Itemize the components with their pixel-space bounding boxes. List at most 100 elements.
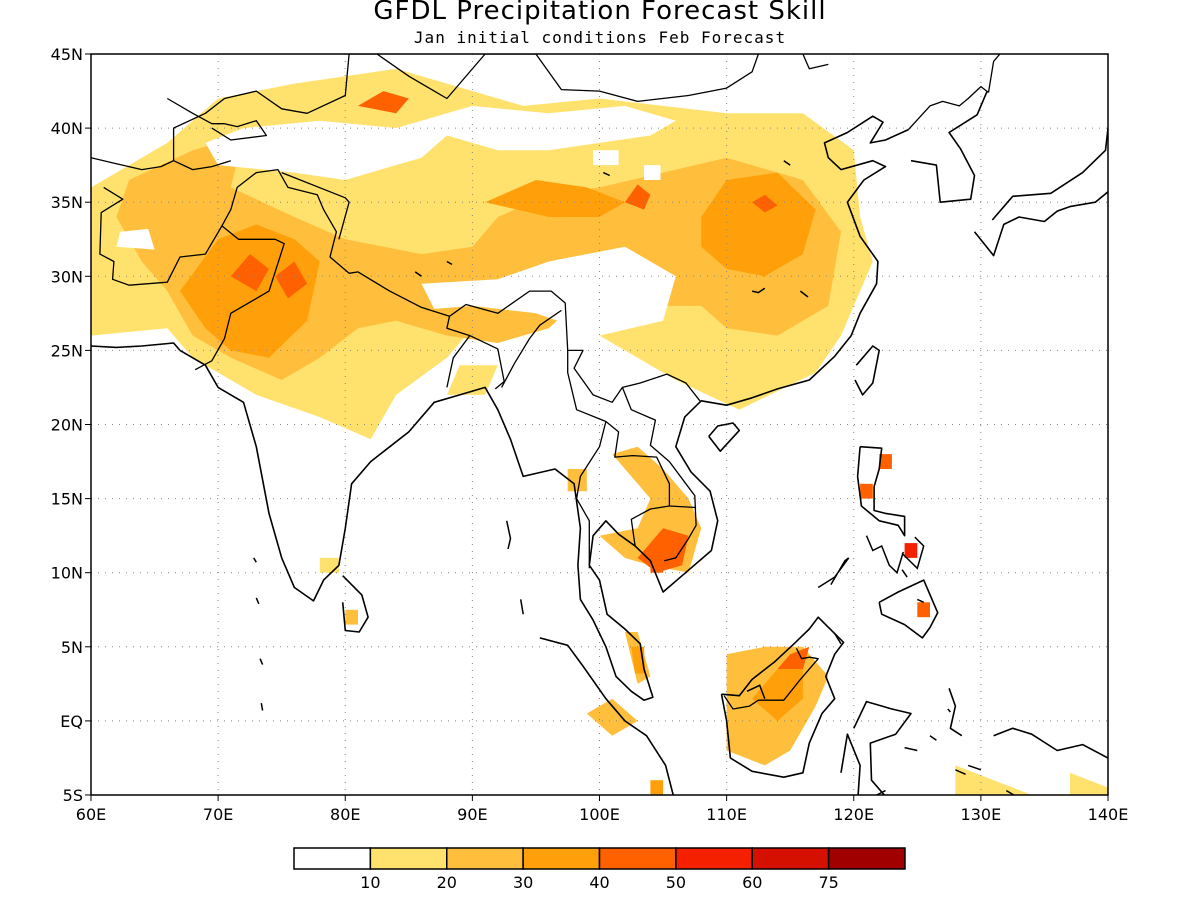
low-skill-area-3	[593, 150, 619, 166]
skill-shading-layer	[91, 68, 1108, 795]
coastline-10	[991, 128, 1108, 221]
skill-region-15	[586, 698, 638, 736]
lon-tick-label: 70E	[203, 805, 233, 824]
island-23	[904, 746, 918, 752]
skill-region-6	[275, 261, 308, 299]
skill-region-30	[650, 780, 664, 795]
colorbar-swatch	[522, 847, 601, 870]
island-19	[929, 735, 937, 741]
island-4	[817, 557, 850, 589]
lat-tick-label: 5N	[61, 638, 83, 657]
coastline-12	[840, 700, 912, 795]
skill-region-2	[180, 224, 320, 358]
lat-tick-label: 30N	[51, 267, 83, 286]
lat-tick-label: 20N	[51, 416, 83, 435]
map-subtitle: Jan initial conditions Feb Forecast	[413, 28, 787, 47]
coastline-14	[948, 688, 963, 737]
lon-tick-label: 130E	[961, 805, 1002, 824]
island-17	[916, 598, 925, 603]
island-9	[505, 520, 512, 550]
skill-region-4	[485, 180, 625, 217]
lat-tick-label: 45N	[51, 45, 83, 64]
colorbar-label: 30	[513, 873, 533, 892]
island-21	[967, 764, 982, 771]
colorbar-label: 50	[666, 873, 686, 892]
gridlines	[91, 54, 1108, 795]
lon-tick-label: 80E	[330, 805, 360, 824]
island-0	[746, 684, 766, 699]
country-border-16	[987, 54, 1001, 93]
island-26	[947, 708, 951, 713]
island-10	[519, 599, 524, 615]
colorbar-label: 10	[360, 873, 380, 892]
colorbar-swatch	[369, 847, 448, 870]
island-12	[414, 271, 422, 277]
lat-tick-label: 35N	[51, 193, 83, 212]
island-11	[783, 160, 791, 166]
island-15	[751, 287, 766, 294]
coastline-11	[1107, 89, 1108, 92]
island-8	[260, 702, 264, 711]
island-13	[446, 260, 453, 266]
country-border-15	[907, 85, 989, 131]
country-border-7	[605, 420, 671, 547]
coastline-7	[854, 345, 881, 396]
skill-region-24	[345, 609, 358, 625]
skill-region-26	[879, 454, 892, 469]
country-border-13	[349, 54, 760, 103]
colorbar: 10 20 30 40 50 60 75	[293, 847, 906, 892]
coastline-13	[993, 727, 1108, 759]
colorbar-label: 75	[818, 873, 838, 892]
coastline-1	[341, 575, 369, 633]
skill-region-23	[319, 557, 339, 573]
colorbar-swatch	[675, 847, 753, 870]
coastline-9	[973, 191, 1108, 257]
lon-tick-label: 140E	[1088, 805, 1129, 824]
country-border-17	[723, 648, 819, 710]
island-2	[865, 535, 905, 575]
island-6	[255, 597, 260, 605]
colorbar-label: 20	[437, 873, 457, 892]
country-border-10	[91, 157, 231, 171]
coastline-3	[720, 616, 845, 779]
skill-region-3	[701, 172, 816, 277]
island-20	[955, 769, 966, 775]
coastline-4	[856, 445, 906, 537]
colorbar-label: 40	[589, 873, 609, 892]
colorbar-swatch	[827, 847, 906, 870]
skill-region-14	[777, 646, 810, 669]
colorbar-swatch	[446, 847, 524, 870]
skill-region-7	[358, 91, 409, 114]
lat-tick-label: EQ	[60, 712, 83, 731]
island-18	[901, 569, 908, 578]
low-skill-area-4	[644, 165, 661, 180]
country-border-11	[172, 54, 350, 161]
country-border-4	[446, 335, 471, 388]
lon-tick-label: 100E	[579, 805, 620, 824]
low-skill-area-1	[116, 228, 155, 250]
coastline-6	[708, 422, 741, 453]
coastline-16	[91, 342, 181, 351]
skill-region-25	[860, 483, 873, 499]
country-border-1	[194, 225, 285, 371]
lon-tick-label: 60E	[76, 805, 106, 824]
skill-region-19	[955, 765, 1032, 795]
skill-region-5	[230, 254, 269, 292]
country-border-9	[669, 505, 697, 509]
colorbar-swatch	[598, 847, 677, 870]
country-border-2	[281, 171, 350, 240]
country-border-14	[802, 54, 829, 70]
colorbar-swatch	[751, 847, 830, 870]
skill-region-20	[1069, 772, 1108, 795]
coastline-5	[878, 579, 939, 639]
map-title: GFDL Precipitation Forecast Skill	[373, 0, 827, 26]
island-3	[901, 536, 925, 570]
island-7	[259, 658, 264, 665]
coastline-8	[910, 90, 988, 203]
coastline-2	[539, 637, 674, 795]
lon-tick-label: 90E	[457, 805, 487, 824]
skill-region-8	[752, 194, 778, 213]
lat-tick-label: 40N	[51, 119, 83, 138]
low-skill-area-0	[205, 105, 676, 180]
